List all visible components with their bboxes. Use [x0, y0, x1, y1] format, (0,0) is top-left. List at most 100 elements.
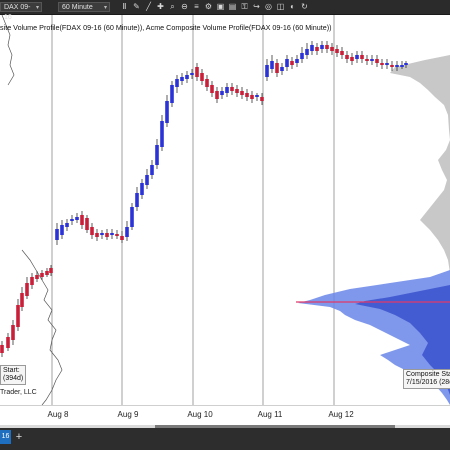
- session-profile-outline: [1, 15, 15, 86]
- candle-body: [205, 79, 209, 87]
- candle-body: [260, 97, 264, 101]
- candle-body: [265, 65, 269, 77]
- candle-body: [125, 227, 129, 237]
- attach-icon[interactable]: ⚿: [241, 2, 248, 11]
- candle-body: [235, 89, 239, 93]
- candle-body: [245, 93, 249, 97]
- crosshair-icon[interactable]: ✚: [157, 2, 164, 11]
- time-axis[interactable]: Aug 8 Aug 9 Aug 10 Aug 11 Aug 12: [0, 405, 450, 426]
- candle-body: [355, 55, 359, 59]
- share-icon[interactable]: ↪: [253, 2, 260, 11]
- candle-body: [120, 236, 124, 240]
- candle-body: [240, 91, 244, 95]
- candle-body: [400, 65, 404, 67]
- candle-body: [350, 57, 354, 61]
- bar-type-icon[interactable]: Ⅱ: [122, 2, 127, 11]
- composite-profile-gray: [390, 55, 450, 273]
- candle-body: [150, 165, 154, 175]
- x-tick-label: Aug 12: [328, 410, 354, 419]
- candle-body: [110, 233, 114, 235]
- candle-body: [170, 85, 174, 103]
- profile-start-line1: Start:: [3, 367, 20, 374]
- profile-start-line2: (394d): [3, 375, 24, 382]
- properties-icon[interactable]: ▤: [228, 2, 237, 11]
- zoom-out-icon[interactable]: ⊖: [181, 2, 188, 11]
- candle-body: [130, 207, 134, 227]
- candle-body: [310, 45, 314, 51]
- candle-body: [210, 85, 214, 93]
- candle-body: [335, 49, 339, 53]
- candle-body: [200, 73, 204, 81]
- candle-body: [40, 273, 44, 277]
- chevron-down-icon: ▾: [35, 5, 39, 11]
- data-box-icon[interactable]: ◫: [276, 2, 285, 11]
- candle-body: [370, 59, 374, 61]
- x-tick-label: Aug 8: [47, 410, 69, 419]
- candle-body: [255, 95, 259, 97]
- candle-body: [295, 59, 299, 63]
- interval-selector[interactable]: 60 Minute ▾: [58, 2, 110, 12]
- scrollbar-thumb[interactable]: [155, 425, 395, 428]
- candle-body: [230, 87, 234, 91]
- horizontal-scrollbar[interactable]: [0, 425, 450, 428]
- candle-body: [30, 277, 34, 285]
- draw-tools-icon[interactable]: ✎: [133, 2, 140, 11]
- candle-body: [85, 218, 89, 230]
- candle-body: [305, 49, 309, 55]
- candle-body: [49, 268, 53, 273]
- price-chart[interactable]: [0, 15, 450, 405]
- candle-body: [11, 325, 15, 340]
- x-tick-label: Aug 10: [187, 410, 213, 419]
- candle-body: [55, 229, 59, 240]
- screenshot-icon[interactable]: ◎: [265, 2, 272, 11]
- candle-body: [80, 215, 84, 225]
- candle-body: [315, 47, 319, 51]
- x-tick-label: Aug 11: [257, 410, 283, 419]
- candle-body: [225, 87, 229, 93]
- candle-body: [95, 233, 99, 237]
- add-tab-button[interactable]: +: [15, 431, 23, 443]
- candle-body: [330, 47, 334, 51]
- study-title: site Volume Profile(FDAX 09-16 (60 Minut…: [0, 23, 332, 32]
- strategy-icon[interactable]: ⚙: [204, 2, 213, 11]
- candle-body: [60, 225, 64, 235]
- snap-icon[interactable]: ◐: [290, 2, 295, 11]
- candle-body: [165, 101, 169, 123]
- candle-body: [160, 121, 164, 147]
- candle-body: [25, 283, 29, 296]
- line-icon[interactable]: ╱: [146, 2, 151, 11]
- candle-body: [270, 61, 274, 69]
- sync-icon[interactable]: ↻: [301, 2, 308, 11]
- chart-tab[interactable]: 16: [0, 430, 11, 444]
- candle-body: [0, 345, 4, 353]
- candle-body: [345, 55, 349, 59]
- candle-body: [390, 65, 394, 67]
- candle-body: [20, 293, 24, 307]
- candle-body: [45, 271, 49, 275]
- zoom-icon[interactable]: ⌕: [170, 2, 175, 11]
- candle-body: [155, 145, 159, 165]
- candle-body: [35, 275, 39, 279]
- x-tick-label: Aug 9: [117, 410, 139, 419]
- candle-body: [70, 219, 74, 221]
- candle-body: [145, 175, 149, 185]
- candle-body: [115, 234, 119, 236]
- candle-body: [16, 305, 20, 327]
- chart-toolbar: DAX 09-16 ▾ 60 Minute ▾ Ⅱ ✎ ╱ ✚ ⌕ ⊖ ≡ ⚙ ▣ ▤ ⚿ ↪ ◎ ◫ ◐ ↻: [0, 0, 450, 21]
- candle-body: [185, 75, 189, 79]
- templates-icon[interactable]: ▣: [216, 2, 225, 11]
- candle-body: [300, 53, 304, 59]
- candle-body: [100, 233, 104, 235]
- candle-body: [75, 217, 79, 220]
- instrument-value: DAX 09-16: [4, 4, 31, 21]
- candle-body: [285, 59, 289, 67]
- instrument-selector[interactable]: DAX 09-16 ▾: [0, 2, 42, 21]
- indicators-icon[interactable]: ≡: [194, 2, 199, 11]
- composite-start-line1: Composite Star: [406, 371, 450, 378]
- candle-body: [275, 63, 279, 73]
- candle-body: [365, 59, 369, 61]
- candle-body: [175, 79, 179, 87]
- candle-body: [105, 233, 109, 237]
- profile-start-label: Start: (394d): [0, 365, 27, 385]
- candle-body: [404, 63, 408, 65]
